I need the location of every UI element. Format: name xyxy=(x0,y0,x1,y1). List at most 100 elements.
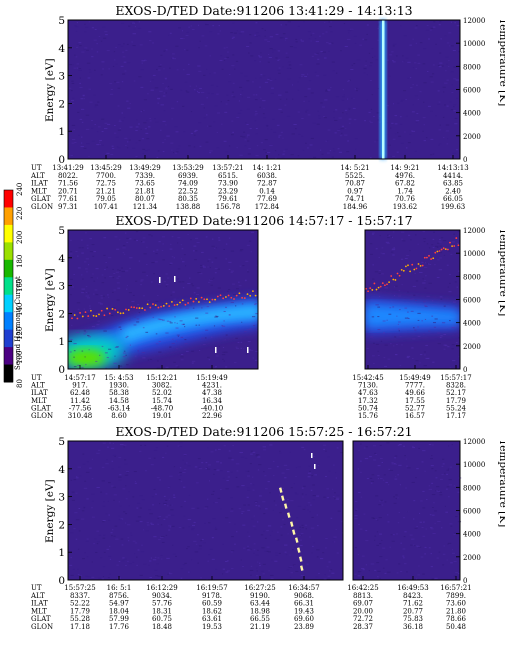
orbit-value: 15:57:17 xyxy=(440,374,471,382)
orbit-value: 193.62 xyxy=(393,203,418,211)
panel-1-y2label: Temperature [K] xyxy=(497,18,505,106)
orbit-value: 9068. xyxy=(294,592,314,600)
panel-2-spike-1 xyxy=(159,277,161,283)
colorbar-swatch xyxy=(4,259,13,278)
orbit-value: 199.63 xyxy=(441,203,466,211)
ytick-label: 0 xyxy=(58,364,65,376)
colorbar-swatch xyxy=(4,294,13,313)
y2tick-label: 6000 xyxy=(463,508,481,516)
orbit-value: 63.61 xyxy=(202,615,222,623)
orbit-value: 14.58 xyxy=(109,397,129,405)
orbit-value: 156.78 xyxy=(216,203,241,211)
panel-1: EXOS-D/TED Date:911206 13:41:29 - 14:13:… xyxy=(30,3,505,211)
panel-1-texture xyxy=(69,21,461,159)
orbit-value: 54.97 xyxy=(109,600,129,608)
orbit-row-label: MLT xyxy=(31,607,47,615)
ytick-label: 3 xyxy=(58,281,65,293)
orbit-value: 7899. xyxy=(446,592,466,600)
colorbar-tick-label: 80 xyxy=(16,379,24,388)
orbit-row-label: MLT xyxy=(31,397,47,405)
streak-segment xyxy=(290,521,294,527)
colorbar-swatch xyxy=(4,364,13,383)
panel-2-title: EXOS-D/TED Date:911206 14:57:17 - 15:57:… xyxy=(115,213,412,228)
ytick-label: 1 xyxy=(58,547,65,559)
colorbar: Second Harmonic Current 80 100 120 140 160 18… xyxy=(3,183,24,388)
orbit-value: 14: 9:21 xyxy=(390,164,419,172)
colorbar-tick-label: 140 xyxy=(16,303,24,316)
panel-2-texture xyxy=(69,231,258,369)
orbit-value: 62.48 xyxy=(70,389,90,397)
orbit-value: 52.17 xyxy=(446,389,466,397)
orbit-value: 14: 1:21 xyxy=(252,164,281,172)
orbit-value: 138.88 xyxy=(176,203,201,211)
orbit-value: 55.24 xyxy=(446,404,467,412)
orbit-value: 16.57 xyxy=(405,412,425,420)
colorbar-swatch xyxy=(4,329,13,348)
orbit-value: 9178. xyxy=(202,592,222,600)
orbit-value: 15:12:21 xyxy=(146,374,177,382)
orbit-value: 18.98 xyxy=(250,607,270,615)
orbit-value: 77.61 xyxy=(58,195,78,203)
orbit-value: 71.62 xyxy=(403,600,423,608)
orbit-value: 6515. xyxy=(218,172,238,180)
orbit-value: 22.96 xyxy=(202,412,223,420)
orbit-value: 36.18 xyxy=(403,623,423,631)
orbit-row-label: GLON xyxy=(31,623,53,631)
panel-3-title: EXOS-D/TED Date:911206 15:57:25 - 16:57:… xyxy=(115,424,412,439)
orbit-value: 13:57:21 xyxy=(212,164,243,172)
orbit-value: 17.17 xyxy=(446,412,466,420)
orbit-row-label: GLAT xyxy=(31,404,51,412)
orbit-value: 66.55 xyxy=(250,615,270,623)
orbit-value: 80.35 xyxy=(178,195,198,203)
orbit-value: 15.76 xyxy=(358,412,379,420)
orbit-value: 21.19 xyxy=(250,623,270,631)
y2tick-label: 2000 xyxy=(463,133,481,141)
orbit-value: 79.61 xyxy=(218,195,238,203)
streak-spike xyxy=(314,464,316,469)
colorbar-swatch xyxy=(4,312,13,331)
orbit-value: 7777. xyxy=(405,382,425,390)
ytick-label: 0 xyxy=(58,154,65,166)
orbit-value: 52.77 xyxy=(405,404,425,412)
orbit-value: 20.00 xyxy=(353,607,373,615)
orbit-value: 22.52 xyxy=(178,187,198,195)
orbit-value: 55.28 xyxy=(70,615,90,623)
ytick-label: 0 xyxy=(58,575,65,587)
panel-3-axes: 0 1 2 3 4 5 0 2000 4000 6000 8000 10000 12000 xyxy=(58,436,485,587)
orbit-value: 2.40 xyxy=(445,187,461,195)
orbit-value: -77.56 xyxy=(69,404,92,412)
orbit-value: 18.04 xyxy=(109,607,130,615)
ytick-label: 5 xyxy=(58,436,65,448)
orbit-value: 8813. xyxy=(353,592,373,600)
ytick-label: 3 xyxy=(58,71,65,83)
colorbar-label: Second Harmonic Current xyxy=(14,276,22,370)
streak-segment xyxy=(299,565,304,571)
ytick-label: 1 xyxy=(58,126,65,138)
orbit-value: 8022. xyxy=(58,172,78,180)
orbit-value: 21.81 xyxy=(135,187,155,195)
orbit-value: 16:12:29 xyxy=(146,584,177,592)
ytick-label: 3 xyxy=(58,492,65,504)
orbit-row-label: GLON xyxy=(31,203,53,211)
orbit-row-label: ALT xyxy=(30,592,45,600)
ytick-label: 4 xyxy=(58,464,65,476)
orbit-value: 19.43 xyxy=(294,607,314,615)
colorbar-gradient xyxy=(3,189,14,383)
streak-segment xyxy=(283,503,288,509)
y2tick-label: 0 xyxy=(463,366,467,374)
orbit-value: 13:45:29 xyxy=(90,164,121,172)
orbit-value: 16:34:57 xyxy=(288,584,319,592)
orbit-value: 16:27:25 xyxy=(244,584,275,592)
orbit-value: 13:49:29 xyxy=(129,164,160,172)
y2tick-label: 6000 xyxy=(463,87,481,95)
panel-2-y2label: Temperature [K] xyxy=(497,228,505,316)
colorbar-swatch xyxy=(4,347,13,366)
colorbar-tick-label: 160 xyxy=(16,279,24,292)
orbit-value: 58.38 xyxy=(109,389,129,397)
panel-1-title: EXOS-D/TED Date:911206 13:41:29 - 14:13:… xyxy=(115,3,412,18)
orbit-value: 15.74 xyxy=(152,397,173,405)
panel-3-ylabel: Energy [eV] xyxy=(44,479,56,543)
